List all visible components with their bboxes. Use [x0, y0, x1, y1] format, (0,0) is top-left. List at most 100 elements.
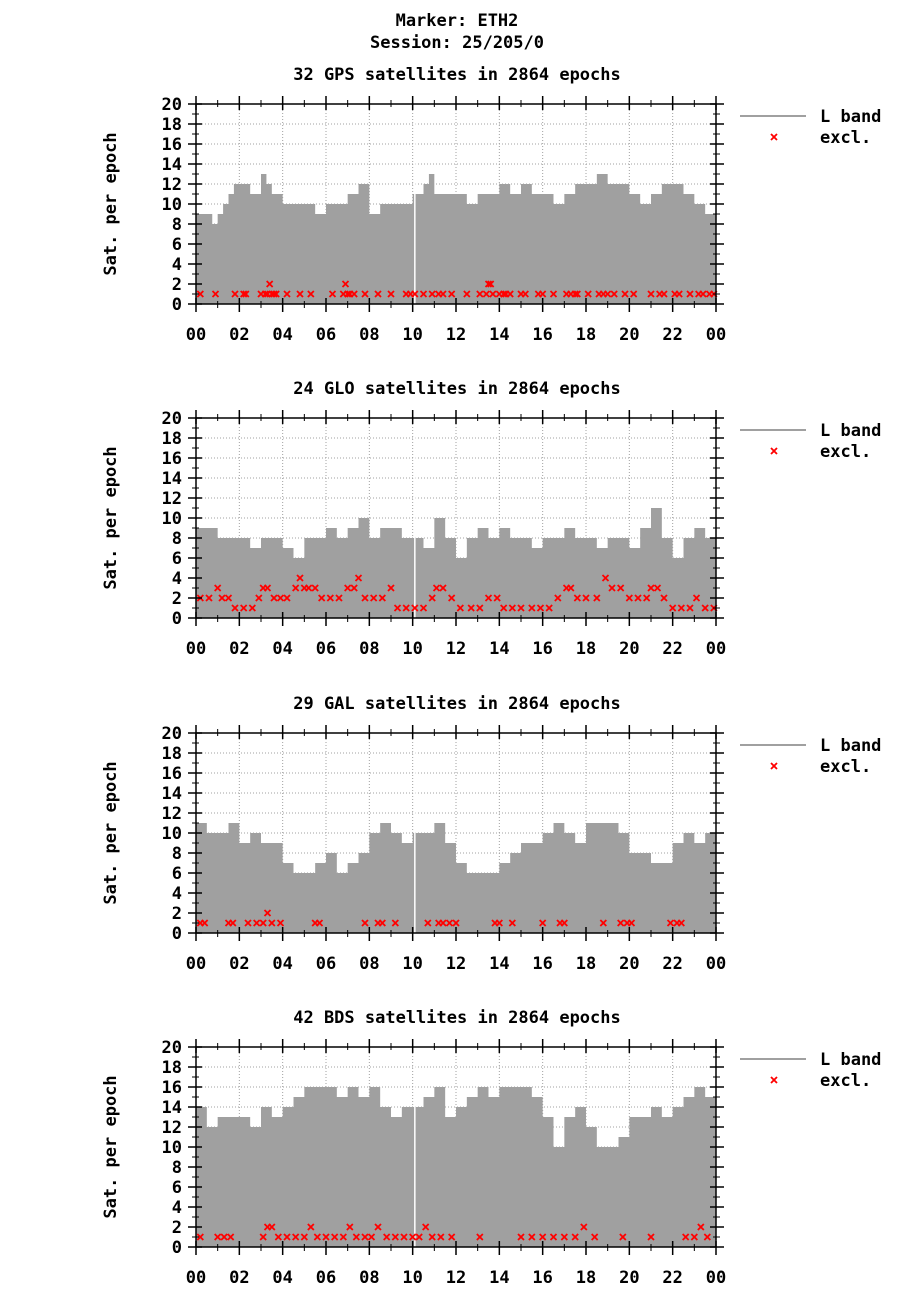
excl-point: [448, 594, 456, 602]
excl-point: [571, 290, 579, 298]
excl-point: [448, 290, 456, 298]
excl-point: [521, 290, 529, 298]
excl-point: [231, 290, 239, 298]
excl-point: [276, 594, 285, 602]
excl-point: [266, 280, 274, 288]
x-tick-label: 22: [662, 954, 682, 974]
excl-point: [539, 919, 547, 927]
y-axis-label: Sat. per epoch: [101, 132, 121, 275]
excl-point: [647, 290, 655, 298]
excl-point: [361, 919, 369, 927]
excl-point: [591, 1233, 599, 1241]
excl-point: [387, 584, 395, 592]
excl-point: [378, 594, 386, 602]
chart-3: 42 BDS satellites in 2864 epochs Sat. per…: [101, 1008, 881, 1288]
x-tick-label: 08: [359, 1268, 379, 1288]
excl-point: [634, 594, 642, 602]
excl-point: [625, 594, 633, 602]
excl-point: [196, 290, 204, 298]
x-tick-label: 08: [359, 639, 379, 659]
excl-point: [346, 1223, 354, 1231]
series-excl: [196, 909, 685, 927]
y-tick-label: 8: [172, 529, 182, 549]
excl-point: [554, 594, 562, 602]
excl-point: [352, 1233, 360, 1241]
excl-point: [669, 604, 677, 612]
excl-point: [283, 594, 291, 602]
excl-point: [686, 604, 694, 612]
legend-lband-label: L band: [820, 1050, 881, 1070]
x-tick-label: 14: [489, 639, 509, 659]
x-tick-label: 02: [229, 325, 249, 345]
excl-point: [311, 584, 319, 592]
excl-point: [484, 594, 493, 602]
y-tick-label: 18: [162, 744, 182, 764]
x-tick-label: 10: [402, 954, 422, 974]
y-tick-label: 10: [162, 1138, 182, 1158]
chart-title: 42 BDS satellites in 2864 epochs: [293, 1008, 621, 1028]
x-tick-label: 06: [316, 325, 336, 345]
y-tick-label: 6: [172, 235, 182, 255]
x-tick-label: 16: [532, 639, 552, 659]
excl-point: [292, 1233, 300, 1241]
excl-point: [315, 919, 324, 927]
y-tick-label: 8: [172, 1158, 182, 1178]
excl-point: [218, 594, 226, 602]
excl-point: [703, 1233, 711, 1241]
x-tick-label: 12: [446, 954, 466, 974]
x-tick-label: 10: [402, 1268, 422, 1288]
excl-point: [424, 919, 432, 927]
excl-point: [261, 290, 269, 298]
y-tick-label: 20: [162, 95, 182, 115]
y-tick-label: 0: [172, 295, 182, 315]
excl-point: [361, 1233, 369, 1241]
x-tick-label: 20: [619, 954, 639, 974]
y-tick-label: 12: [162, 175, 182, 195]
excl-point: [584, 290, 592, 298]
x-tick-label: 16: [532, 325, 552, 345]
excl-point: [677, 604, 685, 612]
excl-point: [300, 1233, 308, 1241]
excl-point: [428, 290, 436, 298]
x-tick-label: 04: [272, 325, 292, 345]
excl-point: [647, 1233, 655, 1241]
excl-point: [270, 594, 278, 602]
excl-point: [549, 290, 558, 298]
y-tick-label: 10: [162, 824, 182, 844]
excl-point: [567, 584, 575, 592]
excl-point: [599, 919, 607, 927]
excl-point: [476, 290, 484, 298]
excl-point: [549, 1233, 558, 1241]
y-tick-label: 0: [172, 609, 182, 629]
excl-point: [517, 604, 525, 612]
x-tick-label: 12: [446, 325, 466, 345]
excl-point: [627, 919, 636, 927]
chart-title: 32 GPS satellites in 2864 epochs: [293, 65, 621, 85]
x-tick-label: 18: [576, 639, 596, 659]
x-tick-label: 10: [402, 325, 422, 345]
y-tick-label: 16: [162, 764, 182, 784]
excl-point: [437, 1233, 445, 1241]
excl-point: [231, 604, 239, 612]
series-lband-area: [196, 174, 716, 304]
excl-point: [476, 1233, 484, 1241]
excl-point: [374, 1223, 382, 1231]
x-tick-label: 04: [272, 1268, 292, 1288]
excl-point: [573, 290, 581, 298]
x-tick-label: 06: [316, 1268, 336, 1288]
x-tick-label: 22: [662, 1268, 682, 1288]
series-excl: [196, 1223, 711, 1241]
excl-point: [224, 594, 233, 602]
excl-point: [697, 1223, 705, 1231]
x-tick-label: 18: [576, 325, 596, 345]
excl-point: [428, 594, 436, 602]
legend-excl-swatch: [770, 447, 778, 455]
y-tick-label: 14: [162, 784, 182, 804]
excl-point: [545, 604, 553, 612]
excl-point: [647, 584, 655, 592]
excl-point: [240, 290, 248, 298]
x-tick-label: 22: [662, 639, 682, 659]
x-tick-label: 12: [446, 1268, 466, 1288]
